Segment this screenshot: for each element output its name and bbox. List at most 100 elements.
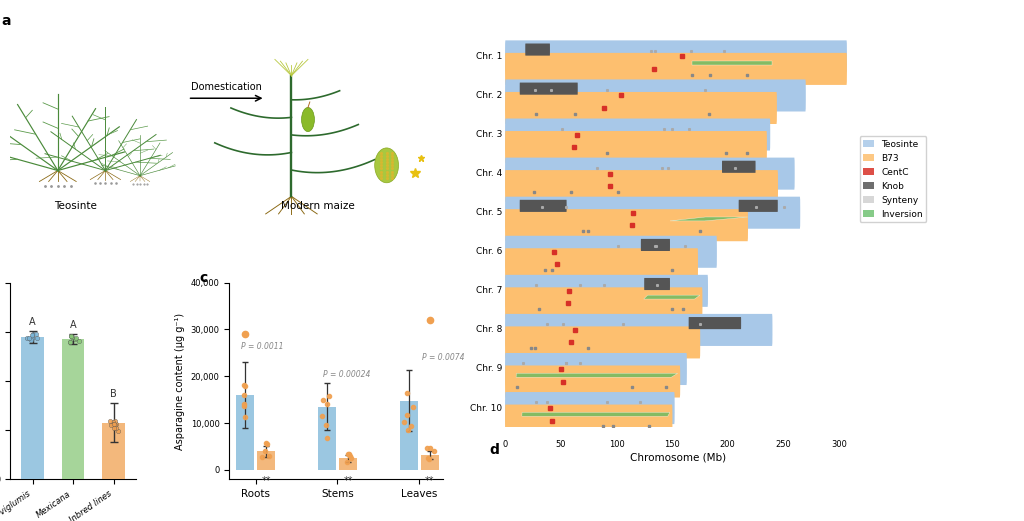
Point — [422, 444, 438, 452]
Polygon shape — [506, 61, 847, 65]
FancyBboxPatch shape — [505, 158, 795, 190]
Point — [420, 454, 436, 462]
Text: 150: 150 — [665, 440, 680, 449]
Point — [22, 333, 38, 342]
Point — [62, 332, 79, 341]
Point — [236, 381, 252, 390]
Point — [236, 391, 252, 400]
Polygon shape — [506, 334, 772, 338]
Point — [406, 403, 422, 411]
Point — [63, 333, 80, 341]
Bar — [339, 458, 357, 470]
Text: 200: 200 — [720, 440, 735, 449]
Point — [399, 389, 416, 397]
Text: Chr. 6: Chr. 6 — [476, 247, 502, 256]
FancyBboxPatch shape — [505, 392, 675, 424]
FancyBboxPatch shape — [505, 249, 698, 280]
Point — [105, 424, 122, 432]
FancyBboxPatch shape — [505, 170, 778, 202]
Point — [258, 439, 274, 448]
FancyBboxPatch shape — [505, 314, 772, 346]
Text: **: ** — [343, 476, 353, 486]
FancyBboxPatch shape — [520, 83, 578, 95]
Text: Chr. 10: Chr. 10 — [470, 404, 502, 413]
Text: **: ** — [261, 476, 270, 486]
Point — [24, 336, 40, 344]
Polygon shape — [506, 256, 717, 260]
Text: Chr. 9: Chr. 9 — [476, 365, 502, 374]
FancyBboxPatch shape — [644, 278, 670, 290]
Point — [68, 335, 84, 343]
Text: Chromosome (Mb): Chromosome (Mb) — [630, 453, 726, 463]
Point — [102, 421, 119, 429]
Text: 100: 100 — [608, 440, 625, 449]
FancyBboxPatch shape — [505, 80, 806, 111]
Point — [102, 417, 119, 425]
Point — [257, 447, 273, 455]
Text: P = 0.00024: P = 0.00024 — [323, 369, 371, 379]
Point — [24, 333, 40, 342]
Polygon shape — [506, 374, 686, 377]
Text: Chr. 5: Chr. 5 — [476, 208, 502, 217]
Point — [105, 419, 122, 428]
Legend: Teosinte, B73, CentC, Knob, Synteny, Inversion: Teosinte, B73, CentC, Knob, Synteny, Inv… — [859, 136, 927, 222]
Point — [339, 458, 355, 466]
Text: 50: 50 — [556, 440, 566, 449]
Point — [322, 392, 338, 400]
Text: Teosinte: Teosinte — [53, 202, 96, 212]
Text: Chr. 8: Chr. 8 — [476, 326, 502, 334]
Polygon shape — [522, 413, 670, 416]
FancyBboxPatch shape — [520, 200, 566, 212]
Bar — [257, 451, 275, 470]
Polygon shape — [516, 374, 678, 377]
FancyBboxPatch shape — [641, 239, 670, 251]
Polygon shape — [506, 217, 800, 221]
Bar — [421, 455, 439, 470]
Point — [108, 421, 124, 429]
Text: **: ** — [425, 476, 435, 486]
Point — [398, 411, 415, 419]
FancyBboxPatch shape — [505, 405, 673, 437]
Polygon shape — [506, 295, 708, 299]
FancyBboxPatch shape — [505, 353, 687, 385]
Polygon shape — [506, 139, 770, 143]
Bar — [61, 339, 84, 479]
Point — [259, 440, 275, 449]
Point — [29, 333, 45, 342]
Point — [419, 443, 435, 452]
Text: P = 0.0011: P = 0.0011 — [241, 342, 284, 351]
Polygon shape — [644, 295, 699, 299]
Text: 300: 300 — [830, 440, 847, 449]
FancyBboxPatch shape — [738, 200, 778, 212]
Point — [319, 434, 336, 442]
Ellipse shape — [375, 148, 398, 183]
Text: Chr. 1: Chr. 1 — [476, 52, 502, 61]
Text: A: A — [70, 320, 77, 330]
Text: Chr. 7: Chr. 7 — [476, 287, 502, 295]
FancyBboxPatch shape — [525, 44, 550, 56]
Text: Domestication: Domestication — [191, 82, 262, 92]
Point — [236, 402, 252, 410]
FancyBboxPatch shape — [722, 161, 756, 173]
Bar — [236, 395, 254, 470]
FancyBboxPatch shape — [505, 209, 748, 241]
Point — [254, 453, 270, 461]
Polygon shape — [692, 61, 772, 65]
Text: Chr. 3: Chr. 3 — [476, 130, 502, 139]
Polygon shape — [670, 217, 748, 221]
Text: Modern maize: Modern maize — [281, 202, 354, 212]
FancyBboxPatch shape — [505, 326, 700, 358]
Text: Chr. 4: Chr. 4 — [476, 169, 502, 178]
Point — [71, 337, 87, 345]
Point — [106, 417, 123, 425]
Point — [108, 420, 124, 428]
Text: P = 0.0074: P = 0.0074 — [422, 353, 465, 362]
Text: Chr. 2: Chr. 2 — [476, 91, 502, 100]
Text: B: B — [111, 389, 117, 399]
Point — [314, 412, 331, 420]
Text: a: a — [2, 14, 11, 28]
Text: A: A — [30, 317, 36, 327]
Point — [315, 395, 332, 404]
FancyBboxPatch shape — [505, 119, 770, 151]
Point — [28, 330, 44, 338]
